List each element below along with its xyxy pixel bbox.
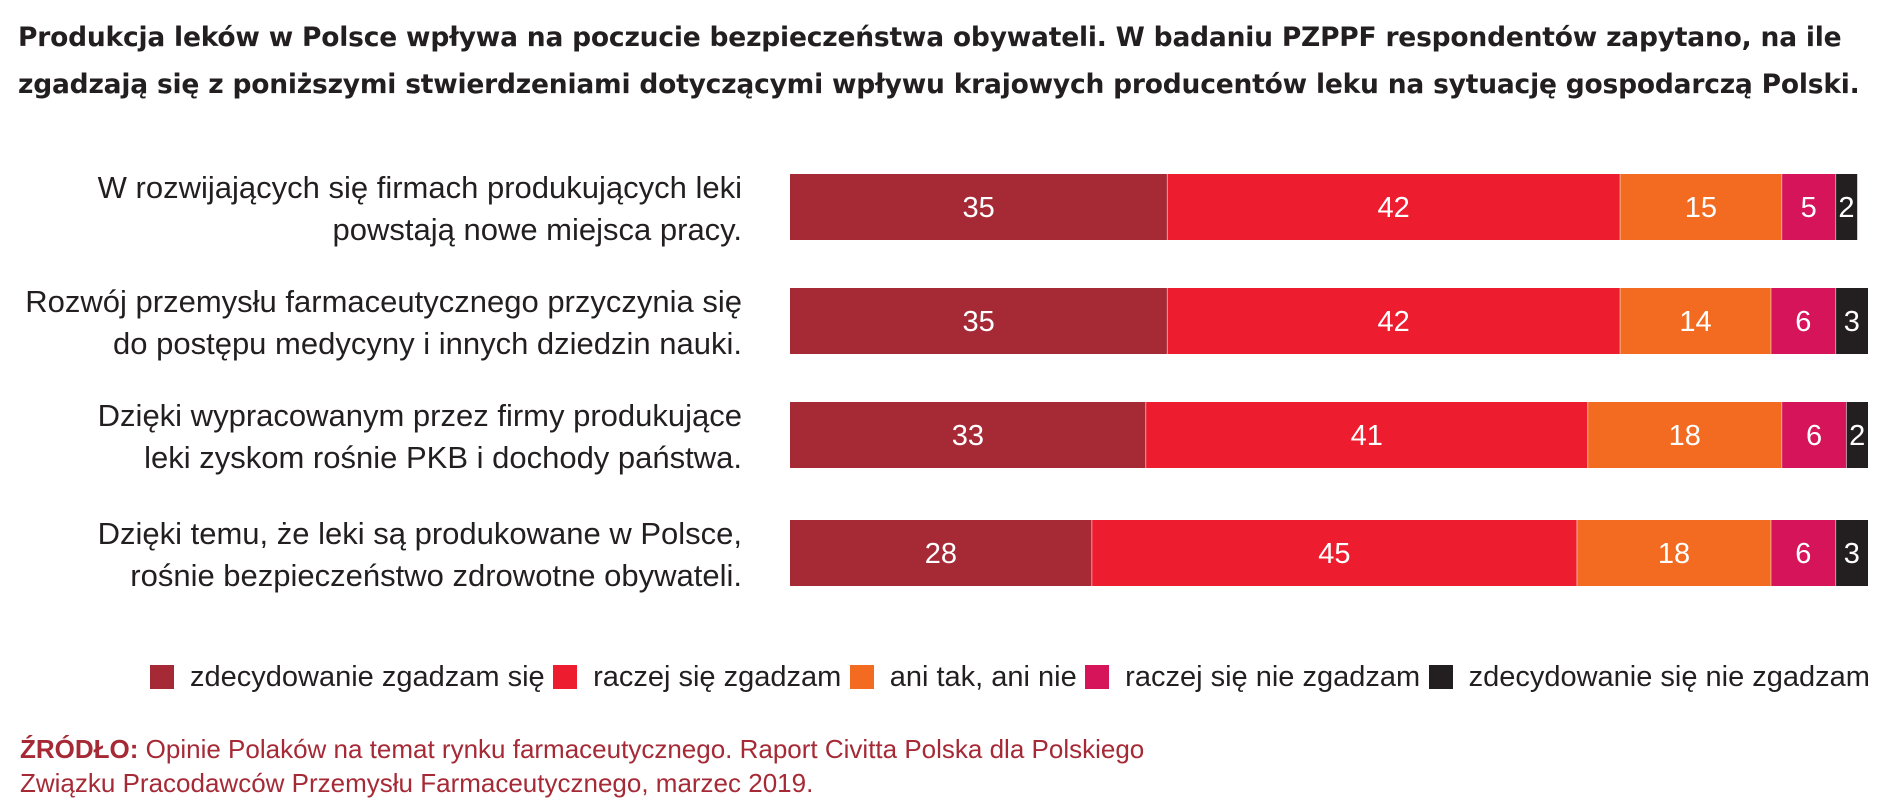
chart-title: Produkcja leków w Polsce wpływa na poczu… — [18, 22, 1860, 100]
bar-segment — [790, 520, 1092, 586]
legend-swatch — [1085, 665, 1110, 689]
data-label: 6 — [1806, 420, 1822, 452]
data-label: 45 — [1318, 538, 1350, 570]
data-label: 41 — [1351, 420, 1383, 452]
legend-swatch — [150, 665, 174, 689]
legend: zdecydowanie zgadzam się raczej się zgadz… — [150, 655, 1870, 699]
legend-label: zdecydowanie się nie zgadzam — [1468, 660, 1870, 693]
legend-swatch — [1428, 665, 1453, 689]
bar-segment — [1770, 288, 1836, 354]
category-label: Rozwój przemysłu farmaceutycznego przycz… — [25, 284, 742, 361]
stacked-bar-chart: W rozwijających się firmach produkującyc… — [25, 170, 1868, 593]
data-label: 42 — [1378, 306, 1410, 338]
data-label: 28 — [925, 538, 957, 570]
data-label: 5 — [1801, 192, 1817, 224]
category-label-line: powstają nowe miejsca pracy. — [333, 212, 743, 247]
category-label-line: Dzięki wypracowanym przez firmy produkuj… — [98, 398, 742, 433]
data-label: 18 — [1658, 538, 1690, 570]
bar-segment — [1620, 174, 1782, 240]
source-label: ŹRÓDŁO: — [20, 734, 139, 764]
bar-segment — [1620, 288, 1771, 354]
bar-segment — [1145, 402, 1588, 468]
source-note: ŹRÓDŁO: Opinie Polaków na temat rynku fa… — [20, 732, 1220, 800]
category-label: W rozwijających się firmach produkującyc… — [98, 170, 742, 247]
legend-item: zdecydowanie się nie zgadzam — [1428, 660, 1870, 694]
bar-segment — [1835, 174, 1858, 240]
bar-segment — [790, 402, 1146, 468]
category-label-line: do postępu medycyny i innych dziedzin na… — [113, 326, 742, 361]
bar-segment — [1167, 174, 1621, 240]
category-label-line: Dzięki temu, że leki są produkowane w Po… — [98, 516, 742, 551]
data-label: 42 — [1378, 192, 1410, 224]
legend-item: raczej się zgadzam — [553, 661, 841, 694]
bar-segment — [1770, 520, 1836, 586]
data-label: 3 — [1844, 306, 1860, 338]
legend-swatch — [849, 665, 874, 689]
legend-label: ani tak, ani nie — [889, 660, 1077, 693]
bar-segment — [1091, 520, 1577, 586]
bar-segment — [1835, 520, 1868, 586]
bar-segment — [1846, 402, 1868, 468]
data-label: 33 — [952, 420, 984, 452]
data-label: 6 — [1795, 306, 1811, 338]
data-label: 14 — [1679, 306, 1711, 338]
bar-segment — [1781, 174, 1836, 240]
legend-item: ani tak, ani nie — [849, 660, 1077, 694]
data-label: 2 — [1849, 420, 1865, 452]
legend-item: zdecydowanie zgadzam się — [150, 661, 545, 694]
category-label: Dzięki wypracowanym przez firmy produkuj… — [98, 398, 742, 475]
data-label: 18 — [1669, 420, 1701, 452]
bar-segment — [1835, 288, 1868, 354]
legend-label: raczej się nie zgadzam — [1125, 660, 1421, 693]
bar-segment — [790, 288, 1168, 354]
legend-label: zdecydowanie zgadzam się — [190, 660, 545, 693]
category-label-line: W rozwijających się firmach produkującyc… — [98, 170, 742, 205]
source-text: Opinie Polaków na temat rynku farmaceuty… — [20, 734, 1145, 798]
bar-segment — [1167, 288, 1621, 354]
bar-segment — [790, 174, 1168, 240]
data-label: 2 — [1838, 192, 1854, 224]
category-label-line: Rozwój przemysłu farmaceutycznego przycz… — [25, 284, 742, 319]
category-label: Dzięki temu, że leki są produkowane w Po… — [98, 516, 742, 593]
bar-segment — [1587, 402, 1782, 468]
legend-swatch — [553, 665, 578, 689]
bar-segment — [1576, 520, 1771, 586]
data-label: 3 — [1844, 538, 1860, 570]
legend-label: raczej się zgadzam — [593, 660, 842, 693]
data-label: 15 — [1685, 192, 1717, 224]
data-label: 35 — [963, 192, 995, 224]
legend-item: raczej się nie zgadzam — [1085, 661, 1420, 694]
bar-segment — [1781, 402, 1847, 468]
category-label-line: leki zyskom rośnie PKB i dochody państwa… — [144, 440, 742, 475]
category-label-line: rośnie bezpieczeństwo zdrowotne obywatel… — [130, 558, 742, 593]
data-label: 35 — [963, 306, 995, 338]
data-label: 6 — [1795, 538, 1811, 570]
